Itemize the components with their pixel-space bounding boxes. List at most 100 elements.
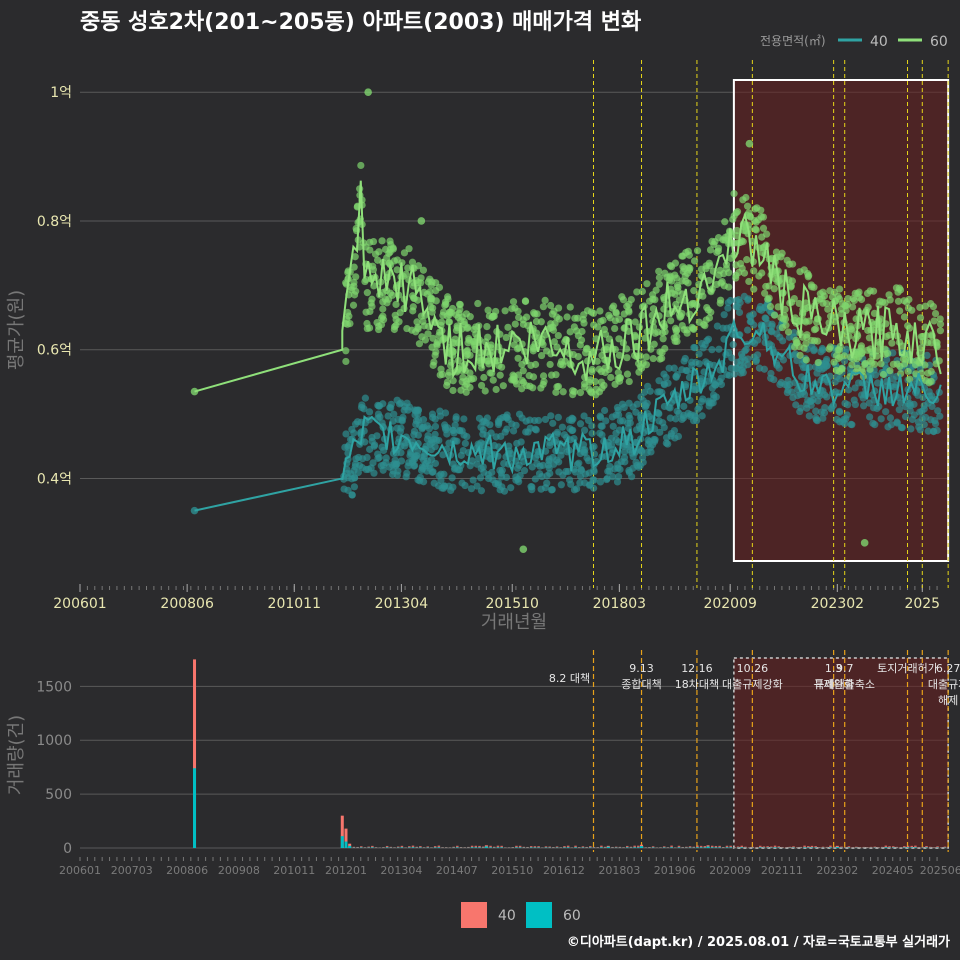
data-point xyxy=(557,481,565,489)
bar-40 xyxy=(585,846,588,848)
bar-60 xyxy=(419,847,422,848)
data-point xyxy=(415,340,424,348)
bar-60 xyxy=(651,847,655,848)
bar-60 xyxy=(433,847,437,848)
data-point xyxy=(386,404,394,412)
bar-40 xyxy=(474,845,478,848)
data-point xyxy=(385,463,393,471)
data-point xyxy=(732,261,740,269)
data-point xyxy=(797,390,805,399)
data-point xyxy=(412,417,421,425)
data-point xyxy=(424,432,432,440)
data-point xyxy=(509,298,518,306)
data-point xyxy=(714,247,722,255)
data-point xyxy=(673,407,681,415)
data-point xyxy=(574,353,582,361)
bar-40 xyxy=(496,845,500,848)
data-point xyxy=(844,294,852,303)
data-point xyxy=(546,360,554,369)
data-point xyxy=(509,427,518,435)
bar-40 xyxy=(577,847,581,848)
data-point xyxy=(595,388,604,396)
bar-60 xyxy=(829,847,832,848)
x-tick-label: 201304 xyxy=(380,864,422,877)
data-point xyxy=(584,457,593,465)
data-point xyxy=(633,400,641,408)
data-point xyxy=(570,323,578,331)
data-point xyxy=(382,454,390,462)
data-point xyxy=(930,428,938,436)
data-point xyxy=(859,394,867,402)
y-tick-label: 0 xyxy=(63,841,72,857)
bar-40 xyxy=(478,845,481,848)
data-point xyxy=(445,439,453,447)
data-point xyxy=(552,388,560,396)
bar-60 xyxy=(692,847,696,848)
data-point xyxy=(400,249,409,257)
data-point xyxy=(570,486,579,494)
bar-40 xyxy=(681,846,684,848)
x-tick-label: 202302 xyxy=(811,596,864,612)
bar-40 xyxy=(382,847,385,848)
bar-40 xyxy=(589,846,592,848)
data-point xyxy=(512,473,520,481)
bar-60 xyxy=(478,847,481,848)
data-point xyxy=(866,413,874,421)
data-point xyxy=(647,448,655,456)
bar-40 xyxy=(759,845,762,848)
policy-annotation: 9.13 xyxy=(629,662,654,675)
data-point xyxy=(364,465,373,473)
bar-60 xyxy=(493,847,496,848)
bar-40 xyxy=(903,846,906,848)
data-point xyxy=(743,326,752,334)
data-point xyxy=(681,354,689,363)
data-point xyxy=(906,407,914,415)
data-point xyxy=(433,340,441,348)
bar-60 xyxy=(574,847,577,848)
data-point xyxy=(908,415,916,424)
bar-40 xyxy=(814,846,817,848)
data-point xyxy=(699,395,707,403)
data-point xyxy=(656,355,664,363)
data-point xyxy=(504,323,512,331)
data-point xyxy=(476,474,485,482)
bar-60 xyxy=(855,847,858,848)
data-point xyxy=(408,258,417,266)
data-point xyxy=(784,328,793,336)
bar-60 xyxy=(670,847,673,848)
bar-40 xyxy=(855,846,858,848)
data-point xyxy=(486,421,494,429)
data-point xyxy=(612,309,620,317)
data-point xyxy=(537,351,546,360)
bar-40 xyxy=(426,846,430,848)
data-point xyxy=(819,414,827,422)
data-point xyxy=(474,299,482,308)
data-point xyxy=(793,356,801,365)
data-point xyxy=(348,491,356,499)
bar-40 xyxy=(404,847,407,848)
bar-40 xyxy=(500,845,503,848)
series-40-line xyxy=(194,317,942,512)
data-point xyxy=(609,302,618,310)
bar-40 xyxy=(755,847,758,848)
bar-40 xyxy=(792,846,795,848)
data-point xyxy=(522,428,530,436)
policy-annotation: 규제완화 xyxy=(813,678,853,691)
footer-credit: ©디아파트(dapt.kr) / 2025.08.01 / 자료=국토교통부 실… xyxy=(566,935,950,950)
data-point xyxy=(764,295,772,303)
data-point xyxy=(870,309,879,317)
data-point xyxy=(553,383,561,391)
bar-60 xyxy=(803,847,806,848)
bar-40 xyxy=(869,846,873,848)
bar-60 xyxy=(832,847,836,848)
data-point xyxy=(616,374,625,382)
data-point xyxy=(569,387,577,395)
bar-60 xyxy=(662,847,666,848)
bar-40 xyxy=(603,846,607,848)
data-point xyxy=(788,277,796,285)
data-point xyxy=(503,425,511,433)
bar-40 xyxy=(396,846,400,848)
bar-40 xyxy=(858,847,862,848)
data-point xyxy=(759,224,768,232)
data-point xyxy=(431,422,440,431)
